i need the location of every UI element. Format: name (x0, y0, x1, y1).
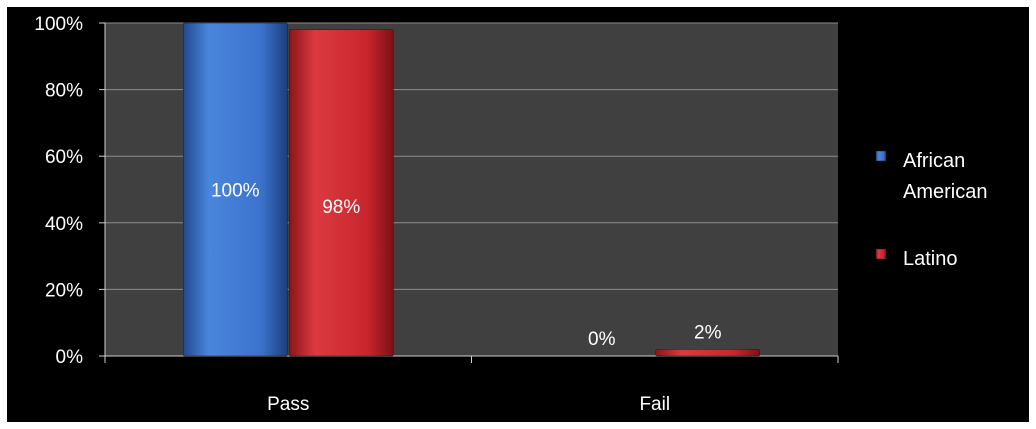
bar (655, 349, 760, 357)
y-tick-label: 60% (45, 147, 83, 168)
axes: 0% 20% 40% 60% 80% 100% Pass Fail (34, 14, 839, 415)
bar-chart: 0% 20% 40% 60% 80% 100% Pass Fail 100% 0% 98% 2% A… (34, 14, 987, 415)
x-category-label: Pass (267, 394, 309, 415)
y-tick-label: 20% (45, 280, 83, 301)
bar (183, 22, 288, 357)
y-tick-label: 0% (56, 347, 84, 368)
legend-swatch (875, 150, 887, 162)
legend: African American Latino (875, 150, 987, 270)
data-label: 100% (211, 181, 260, 202)
data-label: 2% (694, 322, 722, 343)
bar (289, 29, 394, 357)
y-tick-label: 80% (45, 81, 83, 102)
data-label: 0% (588, 329, 616, 350)
y-tick-label: 100% (34, 14, 83, 35)
x-category-label: Fail (639, 394, 670, 415)
data-label: 98% (322, 197, 360, 218)
chart-frame: 0% 20% 40% 60% 80% 100% Pass Fail 100% 0% 98% 2% A… (7, 7, 1029, 422)
legend-label: Latino (903, 248, 958, 270)
legend-label: African American (903, 150, 987, 203)
data-labels: 100% 0% 98% 2% (211, 181, 722, 351)
legend-swatch (875, 248, 887, 260)
bars (183, 22, 760, 357)
y-tick-label: 40% (45, 214, 83, 235)
